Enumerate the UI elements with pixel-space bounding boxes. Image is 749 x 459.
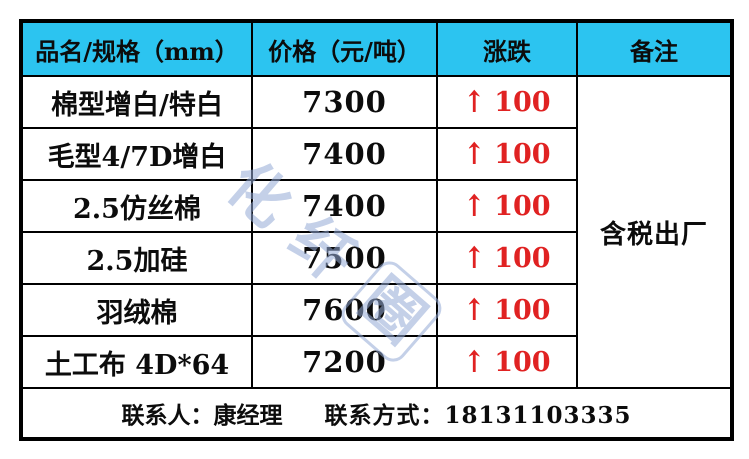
change-value: 100: [494, 346, 551, 378]
change-value: 100: [494, 190, 551, 222]
up-arrow-icon: ↑: [463, 345, 486, 380]
table-row: 羽绒棉 7600 ↑ 100: [20, 283, 732, 337]
price-change: ↑ 100: [436, 179, 578, 233]
price-change: ↑ 100: [436, 75, 578, 129]
header-row: 品名/规格（mm） 价格（元/吨） 涨跌 备注: [20, 20, 733, 77]
header-remark: 备注: [576, 20, 733, 77]
product-price: 7300: [251, 75, 438, 129]
contact-phone: 联系方式：18131103335: [324, 402, 632, 429]
product-price: 7200: [251, 335, 438, 389]
product-name: 毛型4/7D增白: [20, 127, 253, 181]
table-row: 毛型4/7D增白 7400 ↑ 100: [20, 127, 732, 181]
up-arrow-icon: ↑: [463, 293, 486, 328]
price-change: ↑ 100: [436, 127, 578, 181]
price-change: ↑ 100: [436, 335, 578, 389]
table-row: 土工布 4D*64 7200 ↑ 100: [20, 335, 732, 389]
product-name: 棉型增白/特白: [20, 75, 253, 129]
table-row: 棉型增白/特白 7300 ↑ 100 含税出厂: [20, 75, 733, 389]
contact-cell: 联系人：康经理 联系方式：18131103335: [20, 387, 733, 440]
product-name: 土工布 4D*64: [20, 335, 253, 389]
table-row: 2.5仿丝棉 7400 ↑ 100: [20, 179, 732, 233]
price-change: ↑ 100: [436, 231, 578, 285]
product-name: 羽绒棉: [20, 283, 253, 337]
header-price: 价格（元/吨）: [251, 20, 438, 77]
price-change: ↑ 100: [436, 283, 578, 337]
header-product-spec: 品名/规格（mm）: [20, 20, 253, 77]
contact-row: 联系人：康经理 联系方式：18131103335: [20, 387, 733, 440]
price-table: 品名/规格（mm） 价格（元/吨） 涨跌 备注 棉型增白/特白 7300 ↑ 10…: [19, 19, 734, 441]
up-arrow-icon: ↑: [463, 241, 486, 276]
up-arrow-icon: ↑: [463, 189, 486, 224]
product-price: 7600: [251, 283, 438, 337]
contact-person: 联系人：康经理: [121, 402, 283, 429]
change-value: 100: [494, 242, 551, 274]
up-arrow-icon: ↑: [463, 85, 486, 120]
header-change: 涨跌: [436, 20, 578, 77]
product-price: 7400: [251, 127, 438, 181]
product-price: 7500: [251, 231, 438, 285]
table-row: 2.5加硅 7500 ↑ 100: [20, 231, 732, 285]
remark-merged-cell: 含税出厂: [576, 75, 733, 389]
up-arrow-icon: ↑: [463, 137, 486, 172]
product-price: 7400: [251, 179, 438, 233]
product-name: 2.5仿丝棉: [20, 179, 253, 233]
product-name: 2.5加硅: [20, 231, 253, 285]
change-value: 100: [494, 294, 551, 326]
change-value: 100: [494, 138, 551, 170]
change-value: 100: [494, 86, 551, 118]
